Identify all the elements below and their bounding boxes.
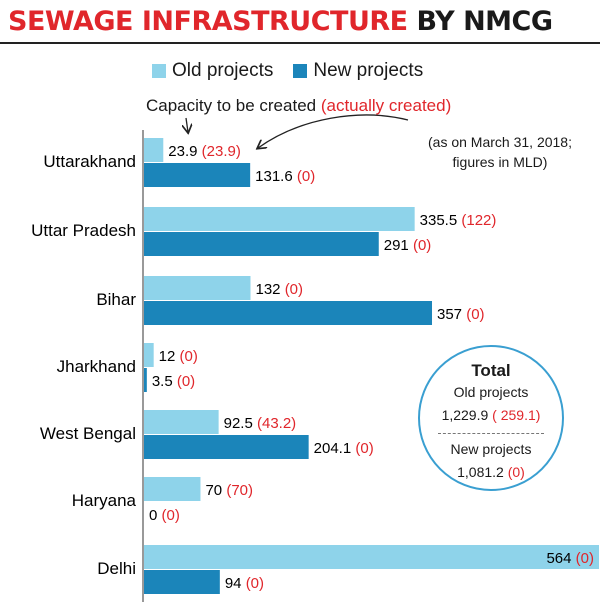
capacity-caption: Capacity to be created (actually created… [146,96,451,116]
legend-item-new: New projects [293,60,423,82]
legend-label-old: Old projects [172,60,274,81]
value-old-delhi: 564 [546,550,575,567]
legend-swatch-old [152,64,166,78]
actual-old-haryana: (70) [226,482,253,499]
actual-new-haryana: (0) [162,507,180,524]
value-label-new-west-bengal: 204.1 (0) [314,440,374,457]
caption-paren: (actually created) [320,96,452,115]
legend-swatch-new [293,64,308,78]
actual-new-uttarakhand: (0) [297,168,315,185]
title-part-2: BY NMCG [416,6,554,37]
value-label-old-delhi: 564 (0) [546,550,594,567]
bar-old-delhi [144,545,599,569]
category-label-delhi: Delhi [97,559,136,578]
actual-new-jharkhand: (0) [177,373,195,390]
bar-new-delhi [144,570,220,594]
bar-new-west-bengal [144,435,309,459]
title-rule [0,42,600,44]
bars-group: Uttarakhand 23.9 (23.9) 131.6 (0) Uttar Pra… [31,130,599,602]
actual-new-bihar: (0) [466,306,484,323]
legend: Old projects New projects [152,60,443,82]
value-old-bihar: 132 [255,281,284,298]
value-label-new-bihar: 357 (0) [437,306,485,323]
actual-old-jharkhand: (0) [180,348,198,365]
caption-main: Capacity to be created [146,96,317,115]
value-label-new-haryana: 0 (0) [149,507,180,524]
value-new-uttar-pradesh: 291 [384,237,413,254]
category-label-west-bengal: West Bengal [40,424,136,443]
value-old-uttarakhand: 23.9 [168,143,201,160]
actual-old-bihar: (0) [285,281,303,298]
value-new-jharkhand: 3.5 [152,373,177,390]
value-old-haryana: 70 [205,482,226,499]
actual-new-west-bengal: (0) [355,440,373,457]
actual-new-delhi: (0) [246,575,264,592]
bar-old-haryana [144,477,201,501]
actual-old-west-bengal: (43.2) [257,415,296,432]
value-new-haryana: 0 [149,507,162,524]
category-label-haryana: Haryana [72,491,137,510]
total-old-label: Old projects [453,384,529,400]
bar-new-jharkhand [144,368,147,392]
bar-new-uttar-pradesh [144,232,379,256]
value-new-bihar: 357 [437,306,466,323]
value-new-uttarakhand: 131.6 [255,168,297,185]
actual-new-uttar-pradesh: (0) [413,237,431,254]
legend-label-new: New projects [313,60,424,81]
total-new-actual: (0) [507,464,525,480]
value-old-west-bengal: 92.5 [224,415,257,432]
value-label-new-delhi: 94 (0) [225,575,264,592]
total-old-value-line: 1,229.9 ( 259.1) [420,407,562,423]
bar-old-bihar [144,276,251,300]
bar-old-uttarakhand [144,138,164,162]
note-pointer-arrow [258,114,409,148]
value-label-old-jharkhand: 12 (0) [159,348,198,365]
value-old-uttar-pradesh: 335.5 [420,212,462,229]
total-new-value: 1,081.2 [457,464,504,480]
actual-old-delhi: (0) [576,550,594,567]
category-label-jharkhand: Jharkhand [57,357,136,376]
total-new-label: New projects [450,441,532,457]
title-part-1: SEWAGE INFRASTRUCTURE [8,6,408,37]
bar-old-jharkhand [144,343,154,367]
total-circle: Total Old projects 1,229.9 ( 259.1) New … [418,345,564,491]
chart-title: SEWAGE INFRASTRUCTURE BY NMCG [8,2,553,42]
actual-old-uttar-pradesh: (122) [461,212,496,229]
value-label-old-west-bengal: 92.5 (43.2) [224,415,297,432]
value-label-old-uttarakhand: 23.9 (23.9) [168,143,241,160]
note-line-2: figures in MLD) [452,154,548,170]
value-new-west-bengal: 204.1 [314,440,356,457]
total-old-value: 1,229.9 [441,407,489,423]
value-label-new-uttarakhand: 131.6 (0) [255,168,315,185]
note-line-1: (as on March 31, 2018; [428,134,572,150]
total-old-actual: ( 259.1) [492,407,541,423]
legend-item-old: Old projects [152,60,273,82]
total-divider [438,433,544,434]
category-label-bihar: Bihar [96,290,136,309]
bar-old-west-bengal [144,410,219,434]
total-title: Total [471,361,511,380]
date-note: (as on March 31, 2018; figures in MLD) [402,132,598,172]
bar-new-bihar [144,301,433,325]
total-new-value-line: 1,081.2 (0) [420,464,562,480]
bar-old-uttar-pradesh [144,207,415,231]
value-label-new-uttar-pradesh: 291 (0) [384,237,432,254]
value-label-new-jharkhand: 3.5 (0) [152,373,195,390]
caption-pointer-arrow [186,117,188,132]
value-label-old-bihar: 132 (0) [255,281,303,298]
bar-new-uttarakhand [144,163,251,187]
value-old-jharkhand: 12 [159,348,180,365]
value-label-old-uttar-pradesh: 335.5 (122) [420,212,497,229]
actual-old-uttarakhand: (23.9) [202,143,241,160]
value-label-old-haryana: 70 (70) [205,482,253,499]
value-new-delhi: 94 [225,575,246,592]
category-label-uttarakhand: Uttarakhand [43,152,136,171]
category-label-uttar-pradesh: Uttar Pradesh [31,221,136,240]
